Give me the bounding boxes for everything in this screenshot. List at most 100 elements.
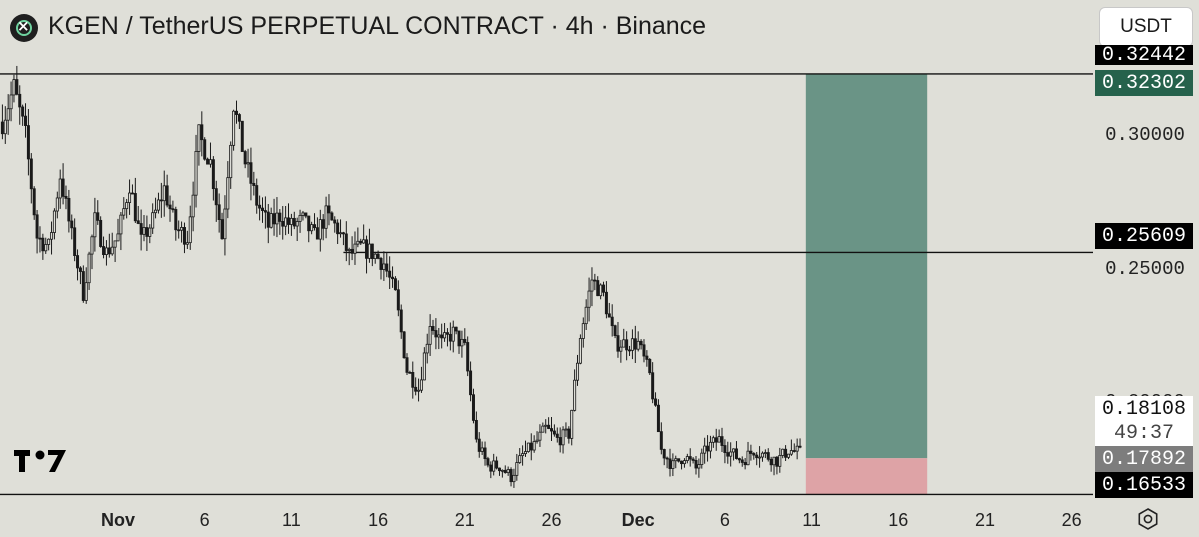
candle-body <box>448 333 452 342</box>
candle-body <box>755 454 759 459</box>
candle-body <box>674 458 678 462</box>
candle-body <box>249 162 253 184</box>
candle-body <box>570 409 574 439</box>
candle-body <box>711 437 715 443</box>
candle-body <box>194 150 198 196</box>
candle-body <box>0 121 4 135</box>
candle-body <box>145 227 149 237</box>
candle-body <box>295 221 299 227</box>
candle-body <box>428 326 432 345</box>
candle-body <box>682 460 686 465</box>
candle-body <box>21 106 25 117</box>
price-tag-stop: 0.16533 <box>1095 472 1193 498</box>
candle-body <box>573 379 577 411</box>
candle-body <box>763 452 767 454</box>
candle-body <box>287 217 291 225</box>
candle-body <box>564 428 568 431</box>
candle-body <box>78 267 82 272</box>
candle-body <box>113 240 117 248</box>
candle-body <box>64 195 68 199</box>
price-tag-entry: 0.17892 <box>1095 446 1193 472</box>
candle-body <box>463 338 467 343</box>
candle-body <box>206 158 210 165</box>
candle-body <box>602 284 606 293</box>
price-axis-label: 0.25000 <box>1105 257 1185 280</box>
candle-body <box>550 428 554 432</box>
candle-body <box>425 343 429 354</box>
candle-body <box>211 159 215 190</box>
candle-body <box>313 224 317 229</box>
target-zone <box>805 73 928 459</box>
chart-title: KGEN / TetherUS PERPETUAL CONTRACT · 4h … <box>48 12 707 40</box>
settings-gear-icon[interactable] <box>1137 508 1159 530</box>
candle-body <box>353 243 357 254</box>
candle-body <box>471 394 475 421</box>
candle-body <box>269 213 273 228</box>
candle-body <box>599 284 603 297</box>
candle-body <box>417 389 421 392</box>
candle-body <box>237 114 241 122</box>
candle-body <box>668 458 672 469</box>
candle-body <box>9 94 13 110</box>
candle-body <box>44 244 48 252</box>
candle-body <box>266 211 270 228</box>
candle-body <box>321 219 325 229</box>
candle-body <box>139 223 143 235</box>
candle-body <box>396 289 400 311</box>
candle-body <box>379 257 383 270</box>
candle-body <box>558 437 562 446</box>
candle-body <box>344 233 348 251</box>
candle-body <box>743 462 747 466</box>
time-axis-label: 16 <box>368 510 389 530</box>
candle-body <box>523 451 527 455</box>
candle-body <box>503 469 507 474</box>
candle-body <box>781 448 785 456</box>
candle-body <box>529 442 533 451</box>
candle-body <box>532 441 536 451</box>
candle-body <box>408 371 412 374</box>
candle-body <box>301 212 305 216</box>
candle-body <box>483 447 487 460</box>
candle-body <box>578 338 582 364</box>
candle-body <box>243 151 247 165</box>
candle-body <box>469 370 473 396</box>
candle-body <box>73 227 77 256</box>
candle-body <box>281 221 285 227</box>
candle-body <box>307 215 311 232</box>
candle-body <box>159 199 163 202</box>
candle-body <box>552 430 556 435</box>
candle-body <box>443 332 447 339</box>
candle-body <box>318 219 322 240</box>
candle-body <box>737 458 741 461</box>
candle-body <box>651 372 655 400</box>
candle-body <box>587 290 591 308</box>
candle-body <box>362 239 366 244</box>
candle-body <box>336 222 340 235</box>
candle-body <box>298 214 302 222</box>
time-axis-label: 6 <box>719 510 730 530</box>
candle-body <box>347 248 351 251</box>
candle-body <box>497 467 501 472</box>
candle-body <box>174 209 178 231</box>
candle-body <box>700 452 704 466</box>
candle-body <box>96 212 100 221</box>
candle-body <box>278 212 282 222</box>
candle-body <box>703 445 707 454</box>
candles <box>0 65 802 488</box>
candle-body <box>466 342 470 372</box>
time-axis-label: 21 <box>454 510 475 530</box>
candle-body <box>613 325 617 336</box>
candle-body <box>154 209 158 214</box>
candle-body <box>746 450 750 466</box>
time-axis-label: 11 <box>802 510 821 530</box>
candle-body <box>165 185 169 206</box>
candle-body <box>26 125 30 160</box>
currency-select-button[interactable]: USDT <box>1099 7 1193 47</box>
candle-body <box>480 447 484 452</box>
candle-body <box>758 456 762 459</box>
candle-body <box>99 219 103 247</box>
candle-body <box>445 332 449 335</box>
candle-body <box>76 255 80 269</box>
candle-body <box>454 326 458 332</box>
